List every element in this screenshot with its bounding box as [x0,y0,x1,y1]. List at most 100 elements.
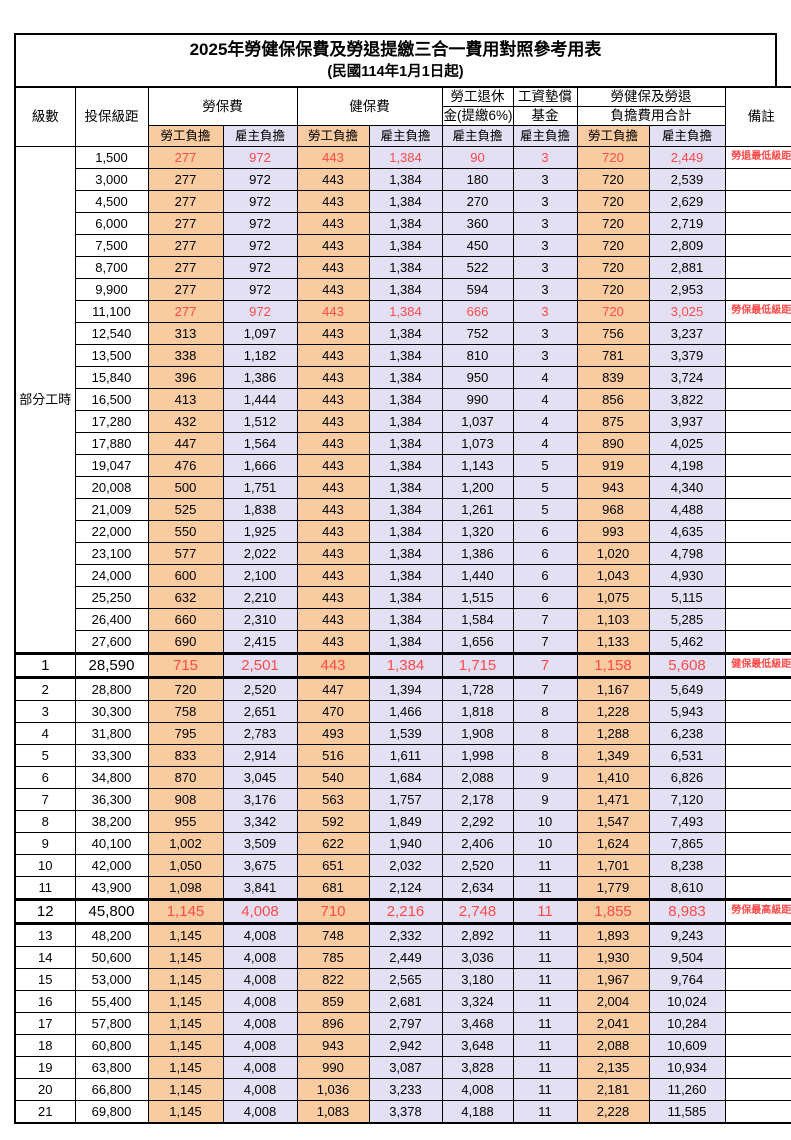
cell-total-worker: 943 [576,476,650,500]
table-row: 21,009 525 1,838 443 1,384 1,261 5 968 4,488 [15,498,791,522]
cell-fund-employer: 7 [512,630,578,655]
cell-labor-employer: 4,008 [222,1012,298,1036]
cell-fund-employer: 9 [512,788,578,812]
level-cell: 17 [14,1012,76,1036]
bracket-cell: 26,400 [74,608,149,632]
cell-health-employer: 1,384 [368,630,443,655]
table-row: 12,540 313 1,097 443 1,384 752 3 756 3,237 [15,322,791,346]
cell-health-worker: 443 [296,432,370,456]
cell-total-worker: 1,624 [576,832,650,856]
cell-total-worker: 720 [576,256,650,280]
cell-health-worker: 1,036 [296,1078,370,1102]
cell-labor-worker: 1,145 [147,968,224,992]
part-time-merged-cell: 部分工時 [14,146,76,655]
cell-pension-employer: 90 [441,146,514,170]
note-cell [724,498,791,522]
cell-health-employer: 1,384 [368,168,443,192]
cell-labor-worker: 338 [147,344,224,368]
cell-pension-employer: 1,320 [441,520,514,544]
note-cell [724,946,791,970]
cell-pension-employer: 1,656 [441,630,514,655]
cell-total-worker: 720 [576,190,650,214]
cell-pension-employer: 1,037 [441,410,514,434]
level-cell: 4 [14,722,76,746]
note-cell [724,212,791,236]
cell-total-employer: 5,115 [648,586,726,610]
cell-health-employer: 1,384 [368,344,443,368]
cell-labor-employer: 1,097 [222,322,298,346]
cell-labor-employer: 4,008 [222,1078,298,1102]
cell-labor-employer: 4,008 [222,990,298,1014]
cell-labor-employer: 972 [222,146,298,170]
cell-fund-employer: 3 [512,300,578,324]
cell-pension-employer: 1,715 [441,652,514,680]
table-row: 17,280 432 1,512 443 1,384 1,037 4 875 3,937 [15,410,791,434]
cell-health-employer: 1,384 [368,388,443,412]
cell-pension-employer: 2,292 [441,810,514,834]
bracket-cell: 45,800 [74,898,149,926]
cell-total-worker: 1,075 [576,586,650,610]
cell-fund-employer: 8 [512,744,578,768]
cell-health-employer: 1,384 [368,278,443,302]
cell-health-worker: 443 [296,278,370,302]
cell-pension-employer: 3,648 [441,1034,514,1058]
table-row: 19,047 476 1,666 443 1,384 1,143 5 919 4,198 [15,454,791,478]
level-cell: 12 [14,898,76,926]
cell-health-worker: 443 [296,366,370,390]
level-cell: 7 [14,788,76,812]
cell-labor-employer: 1,838 [222,498,298,522]
cell-total-employer: 4,635 [648,520,726,544]
cell-health-worker: 1,083 [296,1100,370,1124]
cell-health-worker: 443 [296,454,370,478]
cell-pension-employer: 3,324 [441,990,514,1014]
cell-fund-employer: 7 [512,677,578,702]
bracket-cell: 12,540 [74,322,149,346]
cell-total-worker: 720 [576,168,650,192]
cell-health-employer: 1,384 [368,256,443,280]
cell-labor-worker: 550 [147,520,224,544]
cell-health-worker: 470 [296,700,370,724]
cell-total-worker: 2,041 [576,1012,650,1036]
cell-pension-employer: 2,178 [441,788,514,812]
note-cell [724,432,791,456]
cell-health-worker: 516 [296,744,370,768]
cell-labor-worker: 432 [147,410,224,434]
cell-pension-employer: 1,440 [441,564,514,588]
cell-fund-employer: 3 [512,190,578,214]
cell-total-employer: 5,608 [648,652,726,680]
cell-health-worker: 443 [296,322,370,346]
header-bracket: 投保級距 [74,86,149,148]
note-cell [724,923,791,948]
cell-pension-employer: 450 [441,234,514,258]
header-note: 備註 [724,86,791,148]
cell-labor-worker: 277 [147,168,224,192]
cell-labor-employer: 2,914 [222,744,298,768]
cell-fund-employer: 6 [512,520,578,544]
cell-total-employer: 2,449 [648,146,726,170]
cell-labor-worker: 447 [147,432,224,456]
table-row: 19 63,800 1,145 4,008 990 3,087 3,828 11 2,135 10… [14,1056,791,1080]
note-cell [724,608,791,632]
note-cell [724,1100,791,1124]
cell-labor-worker: 1,002 [147,832,224,856]
cell-total-worker: 919 [576,454,650,478]
bracket-cell: 21,009 [74,498,149,522]
table-row: 7,500 277 972 443 1,384 450 3 720 2,809 [15,234,791,258]
cell-pension-employer: 3,468 [441,1012,514,1036]
level-cell: 1 [14,652,76,680]
cell-pension-employer: 2,520 [441,854,514,878]
cell-total-worker: 1,779 [576,876,650,901]
note-cell [724,520,791,544]
table-row: 6 34,800 870 3,045 540 1,684 2,088 9 1,410 6,826 [14,766,791,790]
table-row: 5 33,300 833 2,914 516 1,611 1,998 8 1,349 6,531 [14,744,791,768]
cell-fund-employer: 4 [512,410,578,434]
cell-labor-employer: 4,008 [222,946,298,970]
level-cell: 10 [14,854,76,878]
header-labor-insurance: 勞保費 [147,86,298,127]
header-health-employer: 雇主負擔 [368,125,443,148]
table-row: 9 40,100 1,002 3,509 622 1,940 2,406 10 1,624 7,8… [14,832,791,856]
table-row: 25,250 632 2,210 443 1,384 1,515 6 1,075 5,115 [15,586,791,610]
note-cell [724,1056,791,1080]
cell-labor-employer: 3,342 [222,810,298,834]
cell-fund-employer: 11 [512,1012,578,1036]
